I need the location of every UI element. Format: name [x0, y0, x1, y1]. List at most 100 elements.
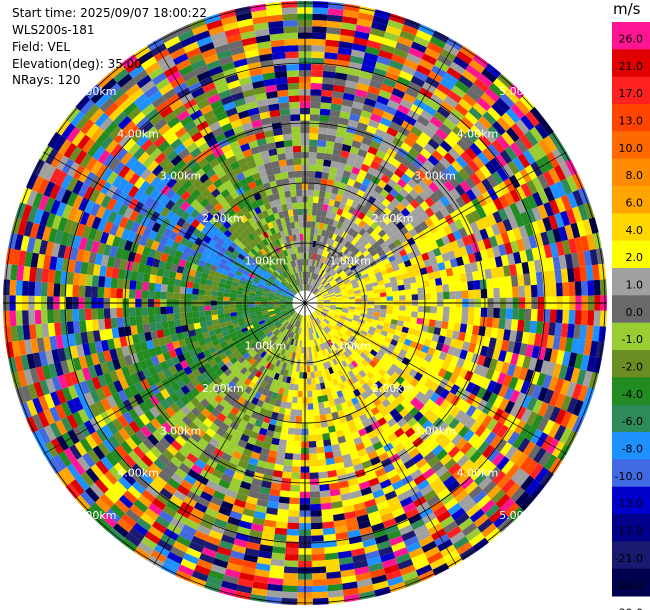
velocity-gate [568, 238, 578, 254]
velocity-gate [404, 402, 415, 413]
velocity-gate [370, 483, 382, 493]
velocity-gate [362, 58, 377, 68]
velocity-gate [217, 291, 224, 297]
velocity-gate [417, 293, 425, 300]
velocity-gate [378, 385, 388, 394]
velocity-gate [423, 286, 431, 294]
velocity-gate [290, 338, 295, 346]
velocity-gate [458, 98, 473, 112]
velocity-gate [149, 274, 157, 284]
velocity-gate [476, 335, 485, 346]
velocity-gate [226, 411, 236, 421]
velocity-gate [328, 310, 336, 314]
velocity-gate [330, 300, 337, 303]
velocity-gate [327, 425, 336, 433]
velocity-gate [320, 496, 332, 504]
velocity-gate [251, 375, 259, 384]
velocity-gate [333, 256, 340, 264]
velocity-gate [242, 475, 254, 484]
velocity-gate [367, 329, 375, 336]
velocity-gate [485, 527, 502, 543]
velocity-gate [232, 471, 245, 481]
velocity-gate [311, 51, 325, 59]
velocity-gate [240, 433, 250, 443]
velocity-gate [567, 323, 575, 339]
velocity-gate [154, 306, 161, 315]
velocity-gate [275, 521, 288, 529]
velocity-gate [389, 59, 404, 71]
velocity-gate [268, 571, 284, 579]
velocity-gate [345, 385, 353, 394]
velocity-gate [287, 323, 292, 330]
velocity-gate [567, 267, 575, 283]
velocity-gate [418, 58, 435, 71]
velocity-gate [288, 510, 300, 517]
velocity-gate [323, 304, 331, 307]
velocity-gate [424, 546, 441, 559]
velocity-gate [552, 335, 561, 350]
velocity-gate [482, 444, 495, 459]
velocity-gate [493, 287, 500, 299]
velocity-gate [383, 381, 392, 390]
velocity-gate [367, 307, 374, 312]
velocity-gate [343, 266, 350, 273]
velocity-gate [384, 523, 399, 535]
velocity-gate [314, 377, 320, 385]
velocity-gate [316, 452, 326, 460]
velocity-gate [308, 284, 312, 292]
velocity-gate [270, 342, 277, 350]
velocity-gate [498, 208, 509, 222]
velocity-gate [317, 139, 327, 148]
velocity-gate [327, 583, 343, 592]
velocity-gate [367, 430, 378, 440]
velocity-gate [460, 441, 473, 455]
velocity-gate [474, 168, 487, 182]
velocity-gate [280, 426, 289, 434]
velocity-gate [459, 413, 471, 426]
velocity-gate [543, 454, 558, 471]
velocity-gate [458, 368, 468, 379]
velocity-gate [331, 344, 338, 352]
velocity-gate [496, 424, 509, 439]
velocity-gate [334, 174, 343, 183]
velocity-gate [328, 380, 335, 388]
velocity-gate [496, 372, 507, 385]
velocity-gate [222, 574, 239, 585]
velocity-gate [309, 285, 314, 292]
velocity-gate [319, 184, 327, 192]
velocity-gate [229, 304, 236, 309]
velocity-gate [475, 219, 486, 231]
velocity-gate [316, 146, 326, 154]
velocity-gate [320, 278, 326, 284]
velocity-gate [351, 140, 362, 149]
velocity-gate [509, 403, 521, 418]
velocity-gate [322, 432, 331, 441]
velocity-gate [154, 314, 162, 323]
velocity-gate [461, 235, 472, 247]
velocity-gate [186, 281, 194, 289]
velocity-gate [193, 502, 208, 514]
velocity-gate [503, 265, 511, 277]
velocity-gate [345, 250, 353, 258]
velocity-gate [448, 314, 456, 323]
velocity-gate [315, 434, 324, 441]
velocity-gate [336, 331, 344, 338]
velocity-gate [315, 309, 322, 314]
velocity-gate [353, 37, 369, 47]
velocity-gate [198, 294, 205, 301]
velocity-gate [324, 368, 331, 376]
velocity-gate [439, 437, 451, 449]
velocity-gate [499, 149, 513, 164]
velocity-gate [329, 306, 337, 309]
velocity-gate [215, 512, 230, 523]
velocity-gate [314, 221, 320, 229]
velocity-gate [543, 186, 555, 202]
velocity-gate [148, 502, 163, 516]
velocity-gate [365, 234, 374, 243]
velocity-gate [324, 250, 330, 258]
velocity-gate [453, 322, 461, 332]
velocity-gate [289, 318, 295, 324]
velocity-gate [326, 224, 333, 232]
velocity-gate [341, 98, 354, 108]
velocity-gate [382, 372, 392, 381]
